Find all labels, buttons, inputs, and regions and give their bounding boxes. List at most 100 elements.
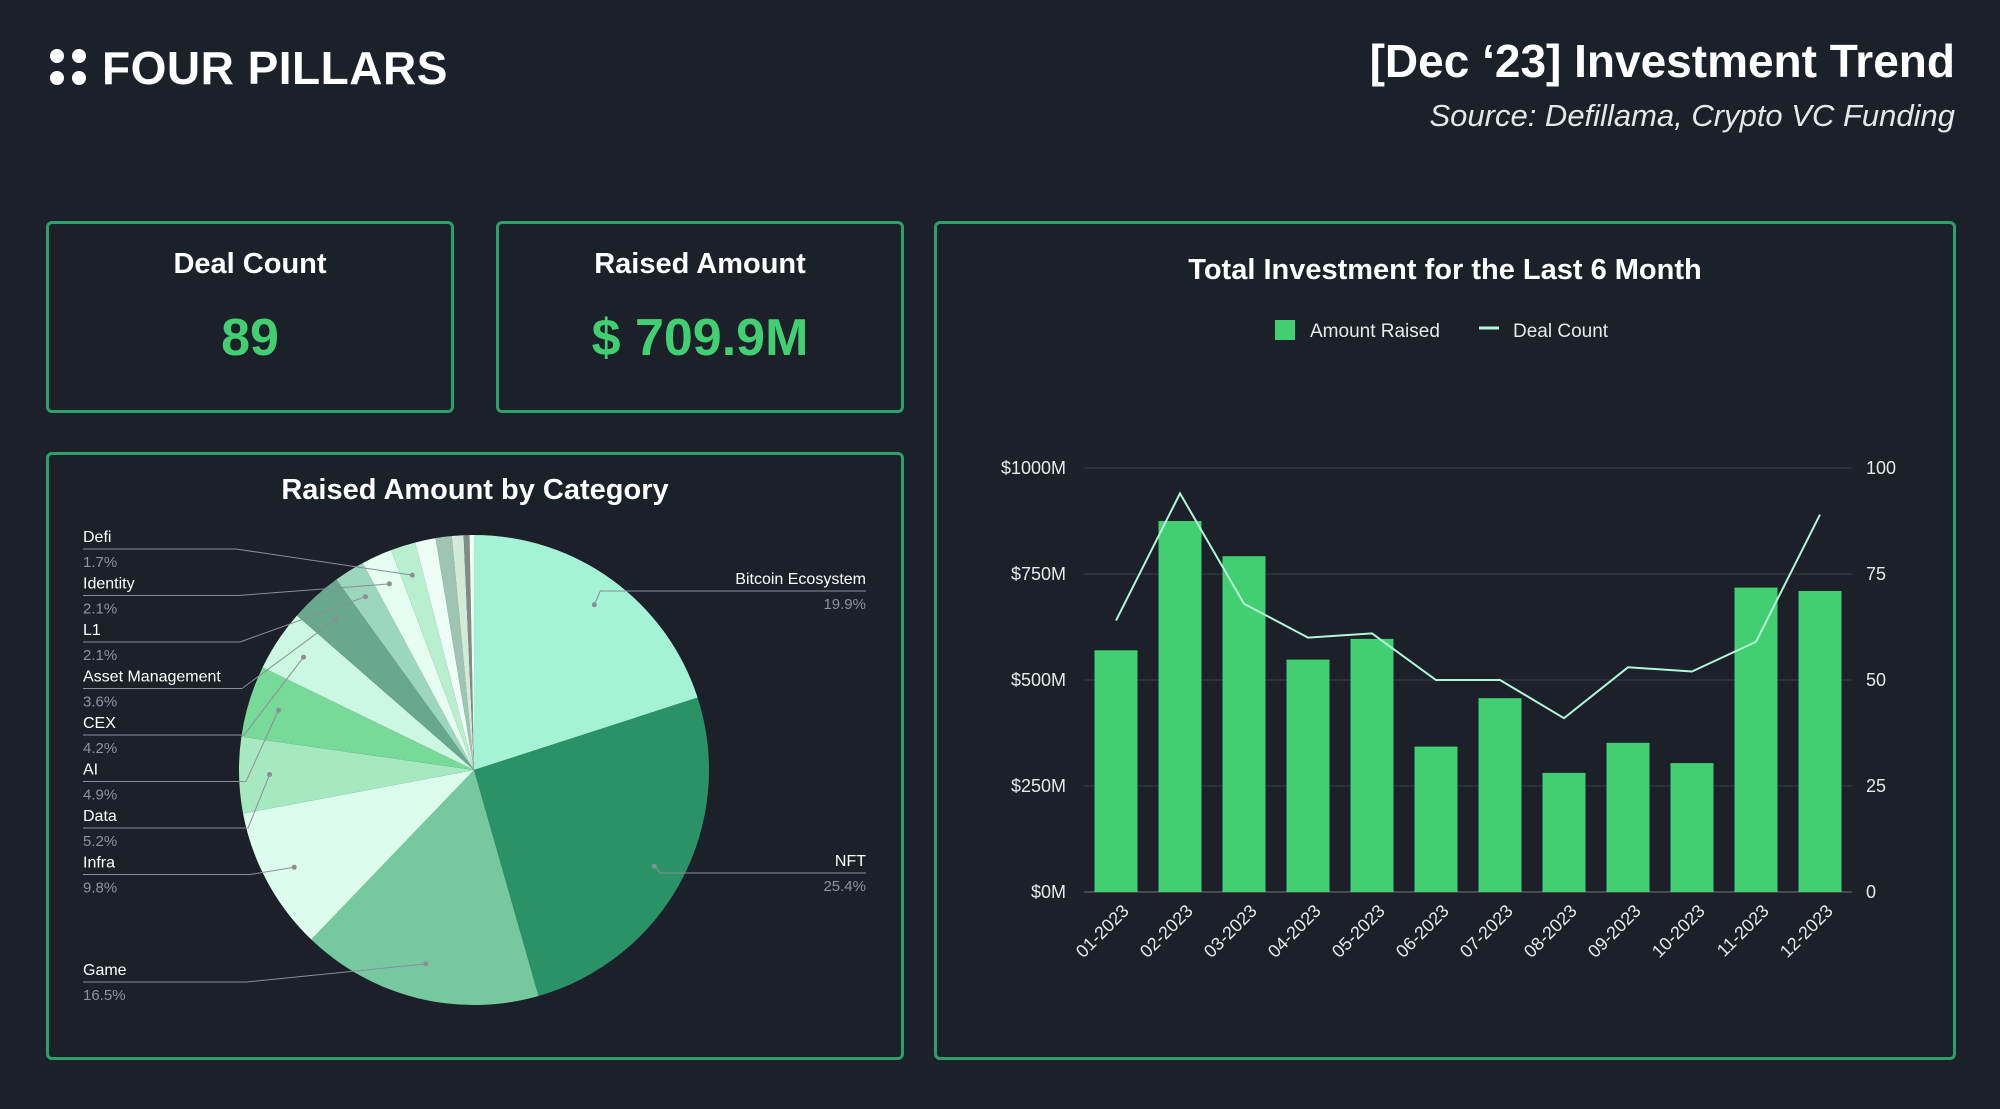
x-tick-label: 05-2023 — [1328, 901, 1389, 962]
pie-slice-other-13 — [451, 535, 474, 770]
bar-06-2023 — [1414, 746, 1458, 892]
pie-leader-dot-cex — [301, 654, 306, 660]
pie-leader-dot-infra — [291, 864, 297, 870]
pie-leader-nft — [654, 865, 866, 874]
y-right-tick-label: 100 — [1866, 458, 1896, 478]
legend-swatch-amount-raised — [1275, 320, 1295, 340]
pie-pct-ai: 4.9% — [83, 787, 117, 804]
x-tick-label: 03-2023 — [1200, 901, 1261, 962]
pie-leader-data — [83, 774, 271, 829]
deal-count-line — [1115, 491, 1821, 720]
pie-slice-other-11 — [415, 538, 474, 770]
bar-02-2023 — [1158, 521, 1202, 892]
pie-leader-dot-l1 — [363, 594, 368, 600]
legend-label-deal-count: Deal Count — [1513, 321, 1609, 342]
pie-pct-l1: 2.1% — [83, 647, 117, 664]
pie-chart: Bitcoin Ecosystem 19.9% NFT 25.4% Game 16.5% I… — [83, 529, 866, 1006]
bar-01-2023 — [1094, 650, 1138, 892]
y-left-tick-label: $250M — [1011, 776, 1066, 796]
y-right-tick-label: 0 — [1866, 882, 1876, 902]
pie-slice-infra — [243, 770, 474, 940]
pie-leader-identity — [83, 583, 390, 596]
pie-label-bitcoin-ecosystem: Bitcoin Ecosystem — [735, 571, 866, 588]
raised-amount-label: Raised Amount — [594, 248, 806, 280]
y-right-tick-label: 75 — [1866, 564, 1886, 584]
four-dots-icon — [50, 49, 88, 87]
pie-leader-dot-game — [423, 961, 429, 967]
x-tick-label: 02-2023 — [1136, 901, 1197, 962]
pie-pct-bitcoin-ecosystem: 19.9% — [823, 596, 866, 613]
bar-chart-panel: Total Investment for the Last 6 Month — [934, 221, 1956, 1060]
pie-leader-game — [83, 963, 426, 983]
x-tick-label: 01-2023 — [1072, 901, 1133, 962]
pie-leader-asset-management — [83, 618, 337, 689]
pie-leader-defi — [83, 548, 413, 576]
pie-label-asset-management: Asset Management — [83, 669, 221, 686]
pie-leader-l1 — [83, 596, 366, 643]
bar-07-2023 — [1478, 698, 1522, 892]
pie-leader-bitcoin-ecosystem — [593, 590, 866, 605]
pie-leader-cex — [83, 656, 304, 736]
pie-label-game: Game — [83, 962, 127, 979]
pie-slice-nft — [474, 697, 710, 996]
bar-05-2023 — [1350, 638, 1394, 892]
pie-label-defi: Defi — [83, 529, 111, 546]
y-left-tick-label: $750M — [1011, 564, 1066, 584]
bar-09-2023 — [1606, 742, 1650, 892]
pie-chart-title: Raised Amount by Category — [281, 474, 669, 506]
bar-08-2023 — [1542, 772, 1586, 892]
bar-03-2023 — [1222, 556, 1266, 892]
raised-amount-value: $ 709.9M — [591, 309, 809, 367]
pie-leader-dot-data — [267, 772, 273, 777]
combo-chart: $0M $250M $500M $750M $1000M 0 25 50 75 100 01-202… — [1001, 320, 1896, 962]
pie-leader-infra — [83, 866, 295, 875]
brand-name: FOUR PILLARS — [102, 42, 448, 94]
pie-pct-identity: 2.1% — [83, 601, 117, 618]
x-tick-label: 07-2023 — [1456, 901, 1517, 962]
page-subtitle: Source: Defillama, Crypto VC Funding — [1429, 98, 1955, 133]
pie-leader-dot-nft — [651, 863, 657, 869]
pie-slice-ai — [241, 667, 474, 770]
pie-chart-panel: Raised Amount by Category — [46, 452, 904, 1060]
pie-label-identity: Identity — [83, 576, 135, 593]
y-left-tick-label: $1000M — [1001, 458, 1066, 478]
pie-slice-cex — [262, 615, 474, 770]
deal-count-label: Deal Count — [173, 248, 327, 280]
legend-label-amount-raised: Amount Raised — [1310, 321, 1440, 342]
pie-slice-game — [311, 770, 539, 1006]
x-tick-label: 11-2023 — [1713, 901, 1773, 961]
deal-count-card: Deal Count 89 — [46, 221, 454, 413]
pie-label-nft: NFT — [835, 853, 866, 870]
raised-amount-card: Raised Amount $ 709.9M — [496, 221, 904, 413]
pie-pct-cex: 4.2% — [83, 740, 117, 757]
deal-count-value: 89 — [221, 309, 279, 367]
pie-label-data: Data — [83, 808, 117, 825]
pie-leader-dot-asset-management — [333, 616, 339, 622]
x-tick-label: 10-2023 — [1648, 901, 1709, 962]
bar-11-2023 — [1734, 587, 1778, 892]
pie-leader-dot-identity — [386, 581, 392, 587]
pie-label-infra: Infra — [83, 855, 115, 872]
pie-slice-other-15 — [469, 535, 474, 770]
pie-pct-data: 5.2% — [83, 833, 117, 850]
x-tick-label: 04-2023 — [1264, 901, 1325, 962]
pie-pct-nft: 25.4% — [823, 878, 866, 895]
pie-leader-ai — [83, 709, 279, 782]
pie-slice-asset-management — [296, 579, 474, 770]
pie-pct-infra: 9.8% — [83, 880, 117, 897]
pie-slice-l1 — [336, 562, 474, 770]
page-title: [Dec ‘23] Investment Trend — [1369, 35, 1955, 87]
pie-slice-identity — [362, 550, 474, 770]
pie-pct-defi: 1.7% — [83, 554, 117, 571]
bar-04-2023 — [1286, 659, 1330, 892]
x-tick-label: 09-2023 — [1584, 901, 1645, 962]
pie-slice-bitcoin-ecosystem — [474, 535, 698, 770]
x-tick-label: 12-2023 — [1776, 901, 1837, 962]
pie-label-ai: AI — [83, 762, 98, 779]
pie-leader-dot-ai — [276, 707, 281, 713]
bar-10-2023 — [1670, 763, 1714, 892]
y-right-tick-label: 25 — [1866, 776, 1886, 796]
y-left-tick-label: $0M — [1031, 882, 1066, 902]
pie-label-l1: L1 — [83, 622, 101, 639]
bar-12-2023 — [1798, 591, 1842, 892]
